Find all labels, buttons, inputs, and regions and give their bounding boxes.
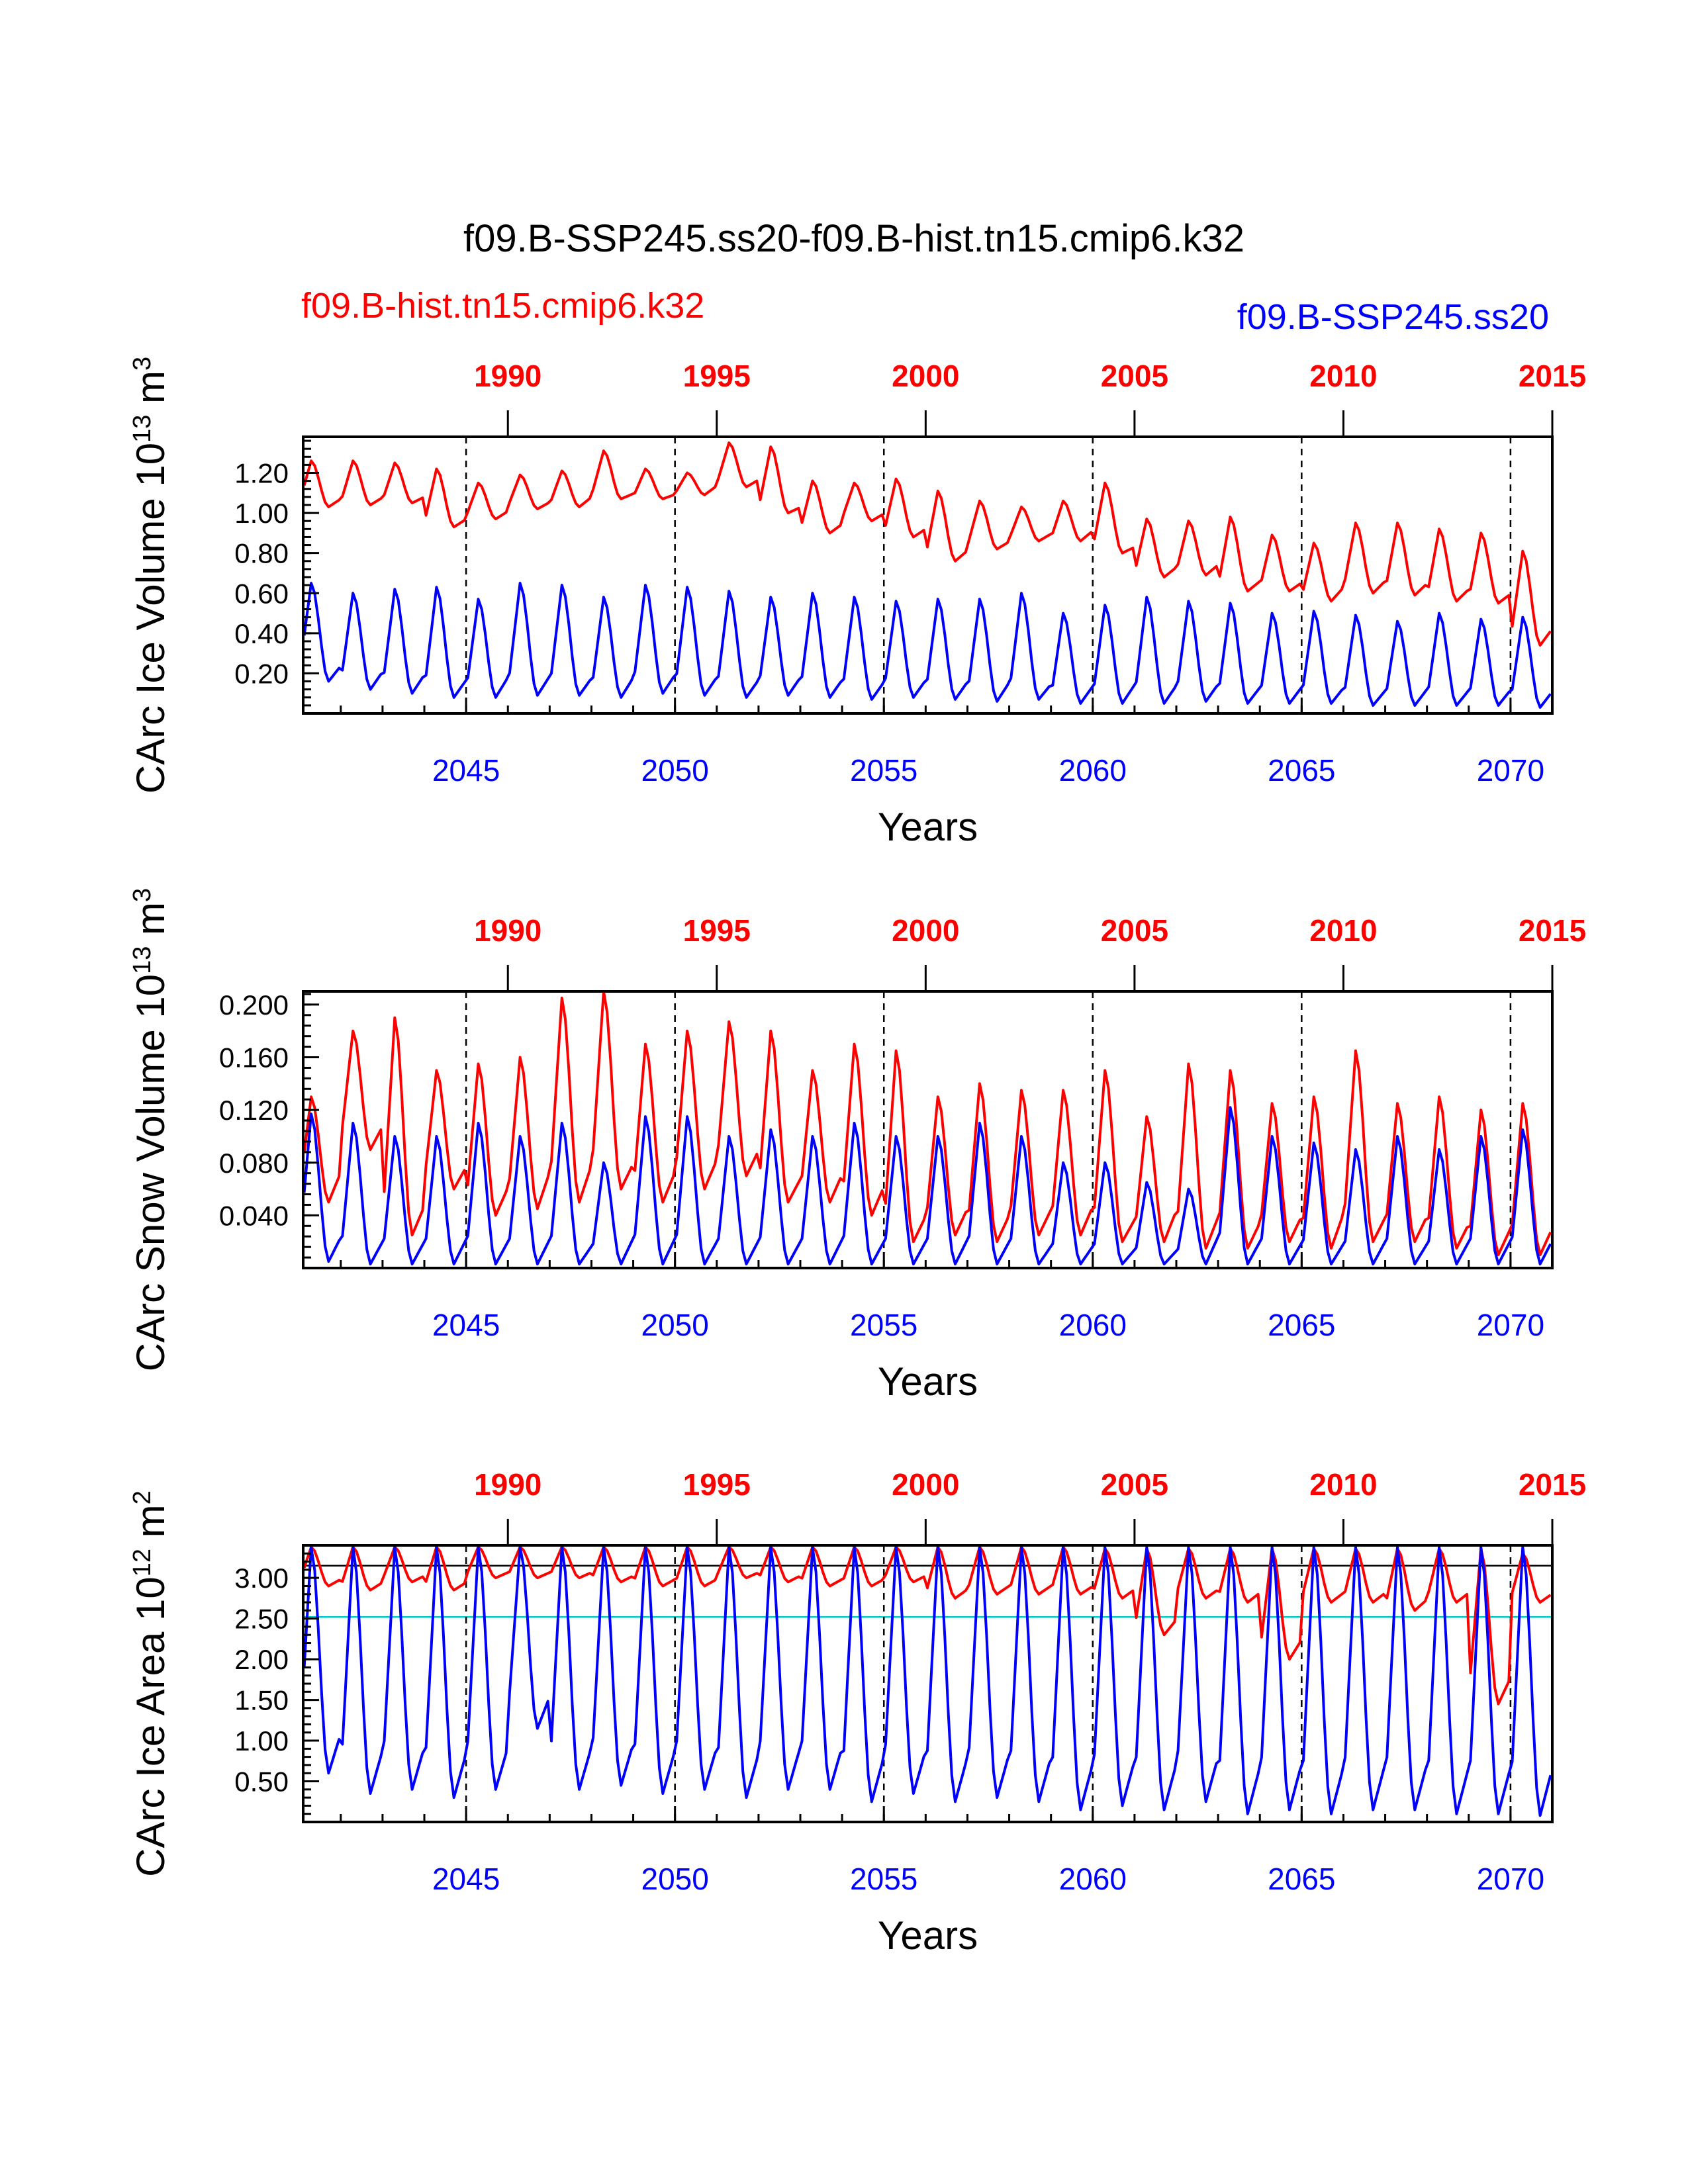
x-tick-label-bottom: 2060 — [1059, 1862, 1127, 1896]
y-tick-label: 0.50 — [234, 1766, 289, 1797]
y-axis-label-unit: m — [128, 902, 173, 946]
y-axis-label-exp: 13 — [128, 415, 156, 443]
x-tick-label-top: 2005 — [1101, 1467, 1168, 1502]
x-tick-label-bottom: 2060 — [1059, 753, 1127, 788]
y-tick-label: 0.20 — [234, 658, 289, 689]
x-tick-label-top: 2015 — [1519, 913, 1586, 948]
series-line-hist — [303, 441, 1552, 647]
x-axis-label: Years — [878, 805, 978, 849]
x-axis-label: Years — [878, 1359, 978, 1404]
series-line-hist — [303, 990, 1552, 1257]
y-axis-label-exp: 13 — [128, 946, 156, 974]
series-line-ssp — [303, 582, 1552, 709]
y-tick-label: 0.200 — [219, 989, 289, 1021]
y-axis-label-unit-exp: 3 — [128, 888, 156, 902]
x-tick-label-bottom: 2045 — [432, 753, 500, 788]
x-tick-label-bottom: 2055 — [850, 1862, 917, 1896]
x-tick-label-top: 1990 — [474, 1467, 541, 1502]
x-tick-label-bottom: 2055 — [850, 753, 917, 788]
x-tick-label-bottom: 2045 — [432, 1862, 500, 1896]
y-tick-label: 0.80 — [234, 538, 289, 569]
panel-ice_area: 0.50 1.00 1.50 2.00 2.50 3.00 2045 2050 2055 2060… — [128, 1467, 1586, 1958]
x-tick-label-bottom: 2070 — [1477, 753, 1544, 788]
y-axis-label-exp: 12 — [128, 1549, 156, 1576]
x-tick-label-bottom: 2050 — [641, 1862, 709, 1896]
x-tick-label-bottom: 2065 — [1268, 1308, 1335, 1342]
x-tick-label-top: 1990 — [474, 359, 541, 393]
y-axis-label-unit: m — [128, 1504, 173, 1549]
x-tick-label-top: 2000 — [892, 913, 959, 948]
plot-frame — [302, 990, 1554, 1269]
plot-frame — [302, 435, 1554, 715]
y-axis-label-main: CArc Snow Volume 10 — [128, 974, 173, 1371]
y-axis-label-unit-exp: 2 — [128, 1490, 156, 1504]
series-line-hist — [303, 1545, 1552, 1706]
x-tick-label-top: 1995 — [683, 359, 751, 393]
y-tick-label: 0.160 — [219, 1042, 289, 1073]
y-tick-label: 3.00 — [234, 1563, 289, 1594]
x-tick-label-bottom: 2050 — [641, 753, 709, 788]
y-tick-label: 1.50 — [234, 1685, 289, 1716]
x-tick-label-top: 2015 — [1519, 359, 1586, 393]
y-tick-label: 2.00 — [234, 1644, 289, 1675]
x-tick-label-bottom: 2065 — [1268, 1862, 1335, 1896]
figure-title: f09.B-SSP245.ss20-f09.B-hist.tn15.cmip6.… — [463, 217, 1244, 260]
x-tick-label-bottom: 2055 — [850, 1308, 917, 1342]
x-tick-label-bottom: 2070 — [1477, 1862, 1544, 1896]
y-tick-label: 1.00 — [234, 498, 289, 529]
y-axis-label: CArc Ice Area 1012 m2 — [128, 1490, 173, 1877]
legend-ssp-label: f09.B-SSP245.ss20 — [1237, 297, 1549, 337]
x-tick-label-bottom: 2065 — [1268, 753, 1335, 788]
y-axis-label: CArc Snow Volume 1013 m3 — [128, 888, 173, 1371]
panel-ice_volume: 0.20 0.40 0.60 0.80 1.00 1.20 2045 2050 2055 2060… — [128, 357, 1586, 849]
series-line-ssp — [303, 1106, 1552, 1265]
y-tick-label: 0.120 — [219, 1095, 289, 1126]
legend-hist-label: f09.B-hist.tn15.cmip6.k32 — [301, 286, 704, 326]
x-tick-label-bottom: 2050 — [641, 1308, 709, 1342]
x-axis-label: Years — [878, 1913, 978, 1958]
y-axis-label-unit: m — [128, 371, 173, 415]
x-tick-label-bottom: 2060 — [1059, 1308, 1127, 1342]
y-tick-label: 2.50 — [234, 1604, 289, 1635]
y-tick-label: 1.20 — [234, 458, 289, 489]
panel-snow_volume: 0.040 0.080 0.120 0.160 0.200 2045 2050 2055 206… — [128, 888, 1586, 1404]
x-tick-label-top: 2000 — [892, 1467, 959, 1502]
y-axis-label: CArc Ice Volume 1013 m3 — [128, 357, 173, 794]
x-tick-label-top: 2010 — [1309, 913, 1377, 948]
x-tick-label-top: 1995 — [683, 1467, 751, 1502]
y-tick-label: 0.080 — [219, 1148, 289, 1179]
y-axis-label-unit-exp: 3 — [128, 357, 156, 371]
y-axis-label-main: CArc Ice Area 10 — [128, 1576, 173, 1877]
x-tick-label-bottom: 2070 — [1477, 1308, 1544, 1342]
y-tick-label: 0.40 — [234, 618, 289, 649]
x-tick-label-top: 2000 — [892, 359, 959, 393]
y-axis-label-main: CArc Ice Volume 10 — [128, 443, 173, 794]
x-tick-label-top: 1990 — [474, 913, 541, 948]
series-line-ssp — [303, 1545, 1552, 1817]
x-tick-label-bottom: 2045 — [432, 1308, 500, 1342]
x-tick-label-top: 2005 — [1101, 359, 1168, 393]
x-tick-label-top: 1995 — [683, 913, 751, 948]
x-tick-label-top: 2010 — [1309, 1467, 1377, 1502]
y-tick-label: 0.60 — [234, 578, 289, 609]
y-tick-label: 1.00 — [234, 1725, 289, 1756]
x-tick-label-top: 2010 — [1309, 359, 1377, 393]
x-tick-label-top: 2015 — [1519, 1467, 1586, 1502]
y-tick-label: 0.040 — [219, 1200, 289, 1231]
x-tick-label-top: 2005 — [1101, 913, 1168, 948]
